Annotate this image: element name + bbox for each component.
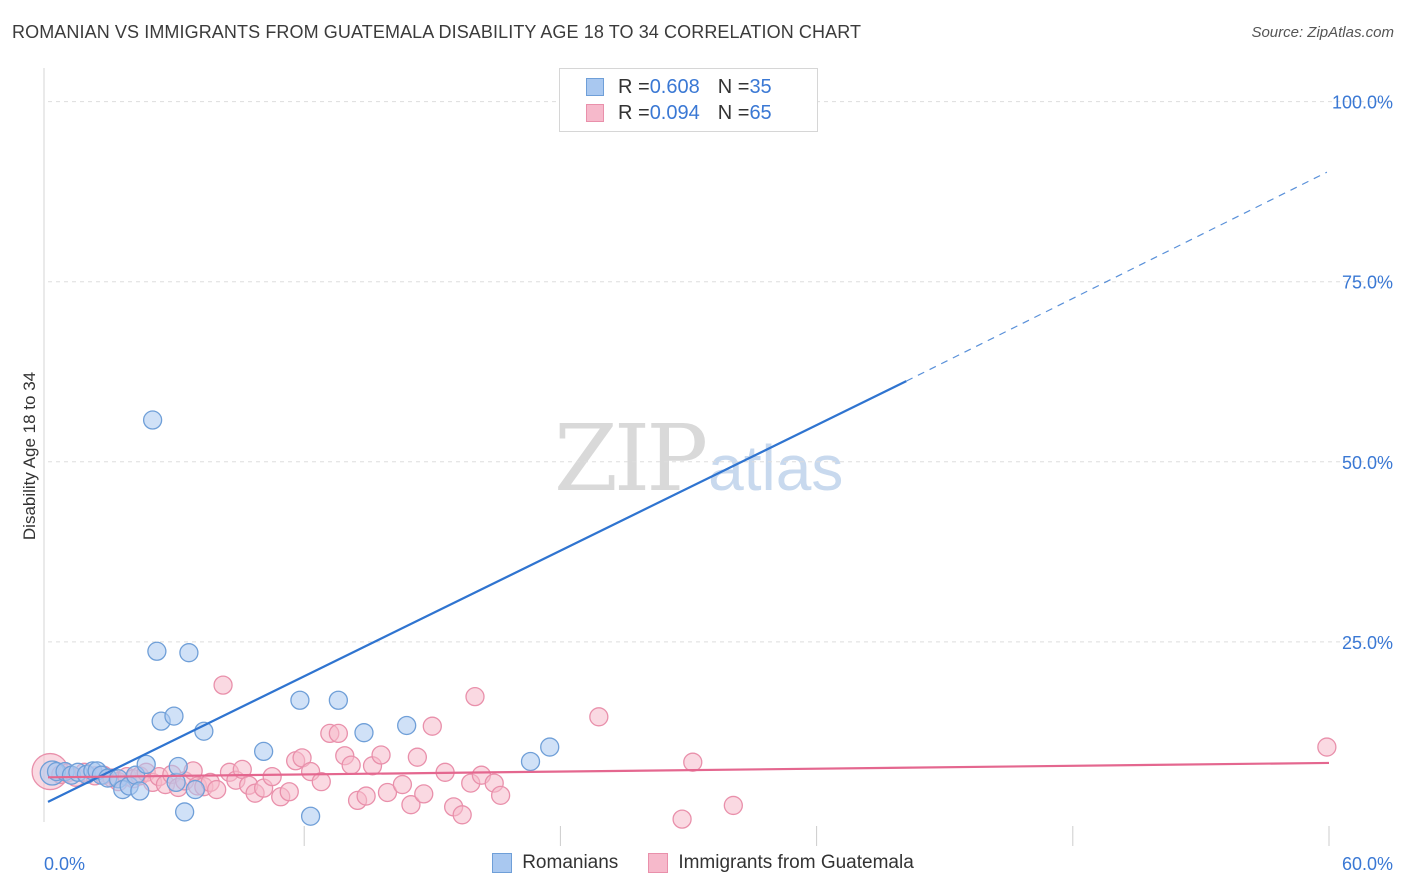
guatemala-point (589, 707, 609, 727)
romanians-point (300, 806, 321, 826)
guatemala-point (407, 747, 428, 767)
legend-item-romanians[interactable]: Romanians (492, 852, 618, 874)
guatemala-point (328, 723, 349, 744)
guatemala-point (311, 772, 331, 792)
guatemala-point (672, 809, 692, 829)
n-value: 35 (749, 75, 772, 98)
guatemala-point (465, 687, 485, 707)
stats-legend: R = 0.608 N = 35 R = 0.094 N = 65 (559, 68, 818, 132)
romanians-point (354, 723, 374, 743)
r-value: 0.094 (649, 101, 700, 124)
guatemala-point (452, 805, 472, 825)
romanians-point (142, 410, 163, 430)
romanians-point (164, 706, 184, 726)
guatemala-trend-line (47, 761, 1330, 779)
romanians-swatch (492, 853, 513, 873)
guatemala-point (723, 795, 743, 816)
romanians-point (168, 756, 188, 777)
romanians-point (397, 715, 417, 736)
r-value: 0.608 (649, 75, 700, 98)
guatemala-point (341, 755, 361, 775)
x-tick-label: 0.0% (44, 854, 85, 874)
romanians-swatch (586, 78, 604, 96)
legend-label: Romanians (522, 852, 619, 873)
guatemala-point (1317, 737, 1337, 757)
romanians-trend-line (47, 380, 907, 803)
romanians-point (328, 690, 349, 710)
guatemala-point (279, 782, 299, 802)
romanians-point (253, 741, 274, 762)
guatemala-point (207, 779, 227, 800)
guatemala-point (392, 774, 413, 795)
romanians-point (540, 737, 560, 757)
guatemala-point (414, 784, 434, 804)
guatemala-point (292, 748, 312, 768)
romanians-point (130, 781, 150, 801)
romanians-point (136, 754, 156, 775)
romanians-point (290, 690, 310, 710)
guatemala-point (490, 785, 511, 805)
stats-row-guatemala: R = 0.094 N = 65 (586, 100, 772, 126)
guatemala-swatch (586, 104, 604, 122)
guatemala-point (262, 766, 282, 787)
legend-item-guatemala[interactable]: Immigrants from Guatemala (648, 852, 914, 874)
r-label: R = (618, 75, 650, 98)
romanians-point (174, 802, 195, 822)
stats-row-romanians: R = 0.608 N = 35 (586, 74, 772, 100)
y-tick-label: 75.0% (1342, 273, 1393, 293)
romanians-trend-extension (906, 171, 1328, 382)
romanians-point (179, 643, 199, 663)
n-value: 65 (749, 101, 772, 124)
series-legend: Romanians Immigrants from Guatemala (0, 852, 1406, 874)
romanians-point (185, 779, 205, 800)
legend-label: Immigrants from Guatemala (678, 852, 914, 873)
chart-title: ROMANIAN VS IMMIGRANTS FROM GUATEMALA DI… (12, 22, 862, 42)
y-tick-label: 100.0% (1332, 93, 1393, 113)
guatemala-point (422, 716, 442, 736)
y-tick-label: 25.0% (1342, 633, 1393, 653)
r-label: R = (618, 101, 650, 124)
y-axis-label: Disability Age 18 to 34 (20, 371, 39, 541)
guatemala-point (401, 795, 421, 815)
source-label: Source: ZipAtlas.com (1251, 24, 1394, 41)
y-tick-label: 50.0% (1342, 453, 1393, 473)
guatemala-point (377, 782, 398, 803)
x-tick-label: 60.0% (1342, 854, 1393, 874)
romanians-point (147, 641, 167, 661)
guatemala-point (356, 786, 376, 806)
guatemala-swatch (648, 853, 669, 873)
romanians-point (520, 751, 541, 772)
guatemala-point (371, 745, 391, 765)
n-label: N = (717, 101, 750, 124)
guatemala-point (213, 675, 233, 695)
n-label: N = (717, 75, 750, 98)
guatemala-point (683, 752, 703, 772)
